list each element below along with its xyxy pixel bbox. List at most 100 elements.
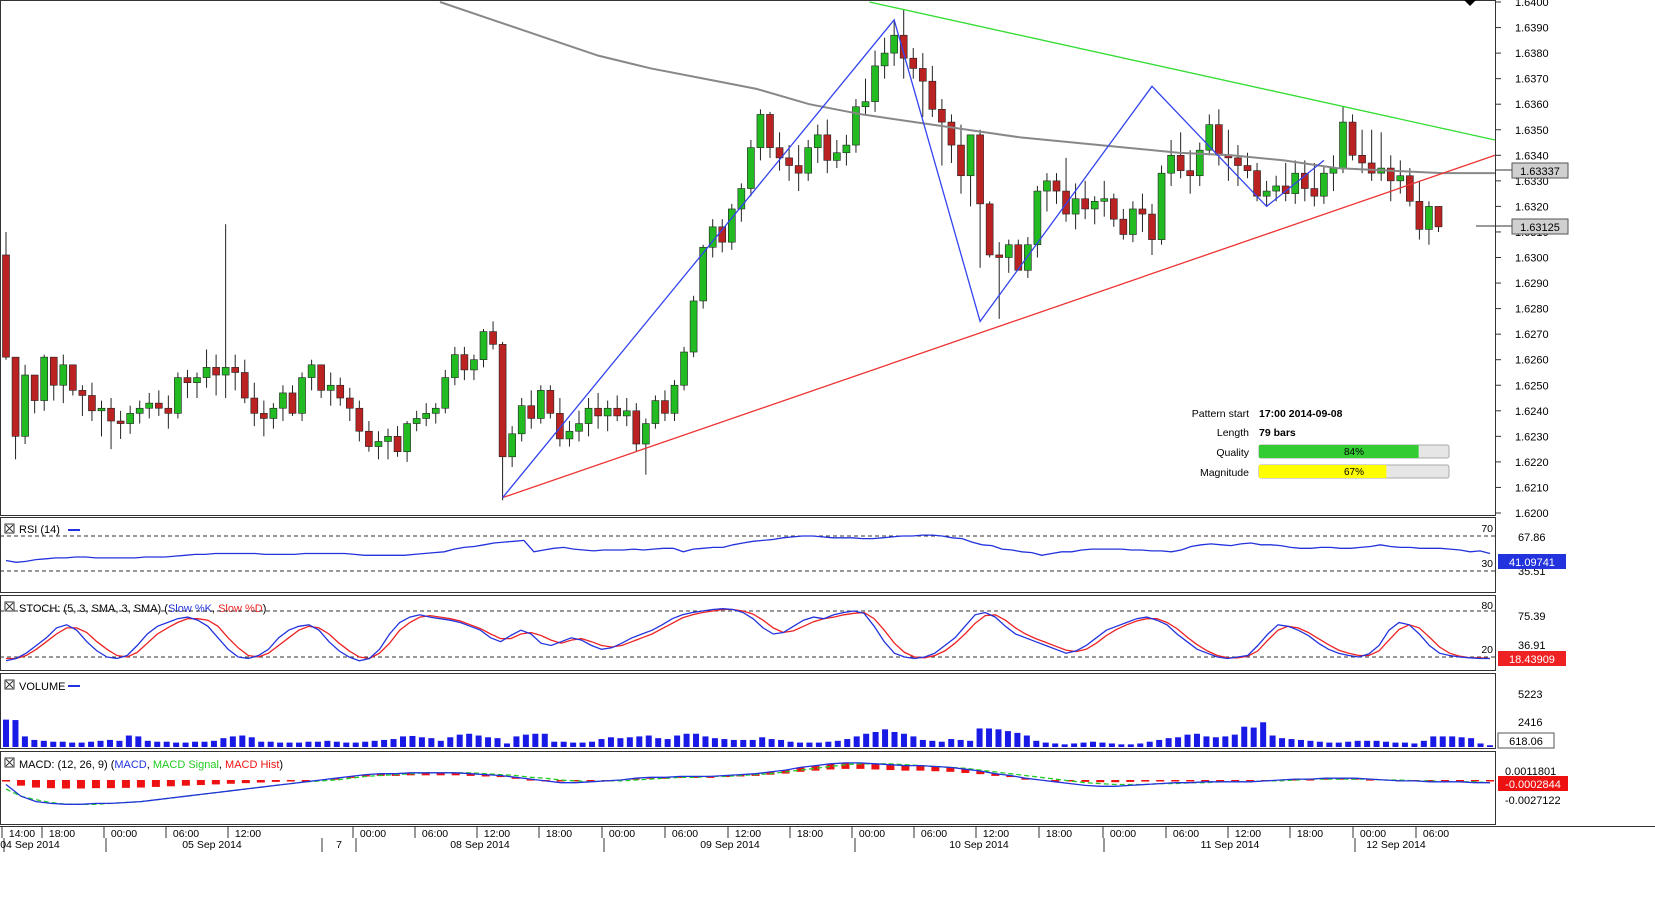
macd-hist-bar [2, 780, 10, 782]
candle-body [489, 331, 497, 345]
candle-body [804, 147, 813, 174]
time-tick-label: 18:00 [1297, 828, 1323, 840]
candle-body [737, 188, 746, 210]
price-tag-last-text: 1.63125 [1520, 222, 1560, 234]
macd-hist-bar [646, 777, 655, 779]
candle-body [1262, 190, 1271, 197]
candle-body [661, 400, 669, 414]
volume-bar [503, 743, 510, 747]
macd-hist-bar [526, 779, 535, 781]
price-tick-label: 1.6380 [1515, 48, 1549, 60]
macd-hist-bar [301, 780, 310, 782]
stoch-k-series-line [5, 608, 1490, 662]
candle-body [546, 390, 555, 414]
candle-body [21, 374, 29, 437]
candle-body [1434, 206, 1443, 228]
volume-bar [919, 739, 926, 747]
volume-bar [475, 735, 482, 747]
macd-lines [2, 762, 1494, 805]
candle-body [613, 407, 622, 417]
volume-bar [1193, 733, 1200, 747]
macd-hist-bar [856, 762, 865, 769]
stoch-title: STOCH: (5, 3, SMA, 3, SMA) (Slow %K, Slo… [19, 603, 266, 615]
volume-bar [957, 739, 964, 747]
volume-bar [494, 738, 501, 747]
volume-bar [1288, 739, 1295, 747]
candle-body [126, 413, 134, 424]
volume-bar [447, 737, 454, 747]
macd-hist-bar [196, 780, 205, 786]
volume-bar [31, 739, 38, 747]
volume-bar [1184, 734, 1191, 747]
stoch-tick-high: 75.39 [1518, 611, 1546, 623]
candle-body [97, 407, 106, 412]
candle-body [183, 377, 192, 383]
pattern-quality-value: 84% [1344, 447, 1364, 458]
candle-body [756, 114, 765, 148]
candle-body [594, 407, 602, 417]
candle-body [479, 331, 488, 361]
volume-bar [910, 736, 917, 747]
volume-bar [513, 736, 520, 747]
rsi-tick-mid: 67.86 [1518, 532, 1546, 544]
candle-body [508, 433, 516, 458]
pattern-magnitude-label: Magnitude [1200, 467, 1249, 479]
volume-panel: VOLUME 5223 2416 618.06 [3, 679, 1555, 749]
volume-bar [1241, 726, 1248, 747]
macd-hist-bar [76, 780, 85, 789]
volume-bar [683, 733, 690, 747]
volume-bar [900, 733, 907, 747]
time-tick-label: 00:00 [360, 828, 386, 840]
volume-bar [305, 741, 312, 747]
candle-body [212, 367, 220, 376]
time-tick-label: 06:00 [422, 828, 448, 840]
volume-bar [844, 739, 851, 747]
volume-bar [1137, 743, 1144, 747]
macd-hist-bar [466, 773, 475, 776]
candles [2, 9, 1443, 501]
candle-body [1272, 185, 1280, 192]
volume-bar [1477, 743, 1484, 747]
macd-hist-bar [991, 773, 1000, 776]
close-icon [5, 758, 14, 767]
candle-body [1081, 198, 1089, 210]
volume-bar [239, 735, 246, 747]
candle-body [861, 101, 870, 108]
volume-bar [693, 733, 700, 747]
time-tick-label: 12:00 [983, 828, 1009, 840]
candle-body [1090, 200, 1099, 210]
scroll-arrow-icon[interactable] [1464, 0, 1476, 6]
volume-bar [258, 741, 265, 747]
macd-tick-top: 0.0011801 [1505, 766, 1556, 778]
stoch-value: 18.43909 [1509, 654, 1555, 666]
volume-bar [192, 741, 199, 747]
candle-body [1253, 170, 1261, 197]
volume-bar [891, 731, 898, 747]
macd-hist-bar [256, 780, 265, 783]
macd-hist-bar [976, 771, 985, 775]
candle-body [1386, 167, 1395, 182]
volume-bar [390, 739, 397, 747]
candle-body [823, 134, 832, 161]
macd-hist-bar [586, 780, 595, 782]
volume-bar [1297, 739, 1304, 747]
volume-bar [796, 742, 803, 747]
candle-body [1215, 124, 1223, 156]
pattern-length-value: 79 bars [1259, 427, 1296, 439]
volume-value-tag [1497, 732, 1555, 749]
candle-body [174, 377, 182, 414]
time-axis: 14:00 18:00 00:00 06:00 12:00 00:00 06:00 12:00… [0, 826, 1449, 852]
volume-bar [1108, 743, 1115, 747]
volume-bar [749, 739, 756, 747]
macd-hist-bar [1021, 778, 1030, 780]
candle-body [899, 34, 908, 59]
volume-bar [1090, 741, 1097, 747]
candle-body [307, 364, 316, 378]
candle-body [88, 395, 96, 412]
macd-hist-bar [451, 772, 460, 776]
candle-body [957, 144, 965, 177]
candle-body [1281, 185, 1290, 194]
candle-body [193, 377, 201, 383]
macd-hist-bar [871, 763, 880, 770]
